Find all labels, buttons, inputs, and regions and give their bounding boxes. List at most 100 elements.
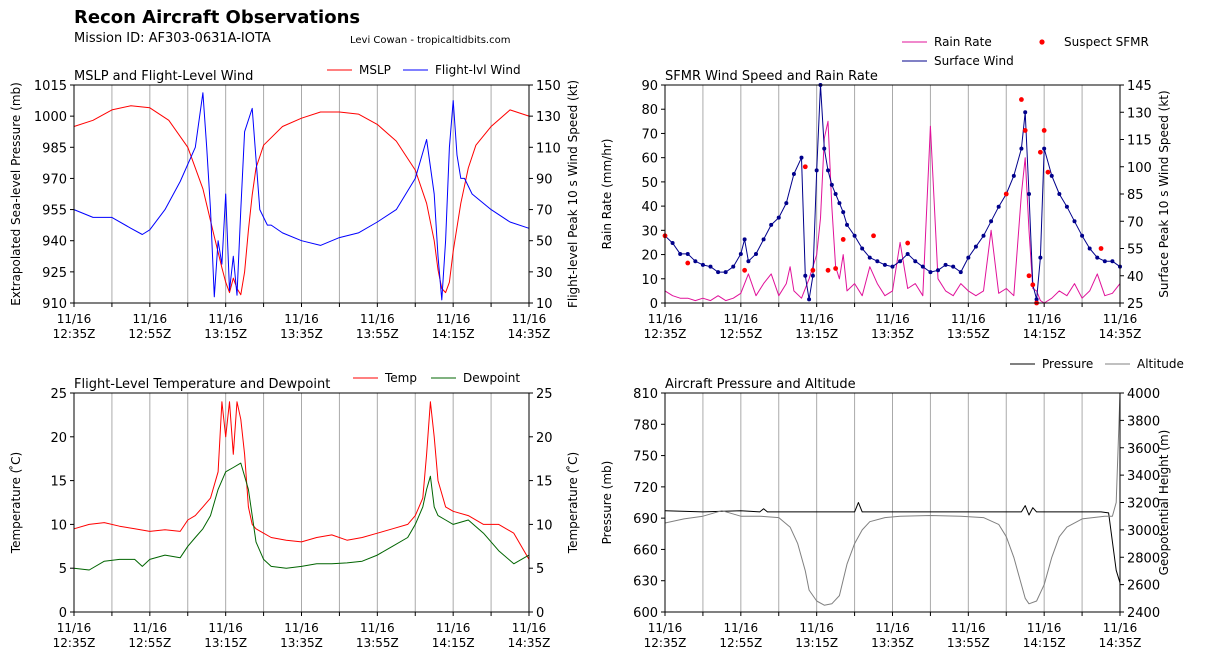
surface-wind-point	[693, 259, 698, 264]
y-tick-label-right: 115	[1127, 134, 1152, 149]
suspect-sfmr-point	[833, 266, 839, 271]
x-tick-label-date: 11/16	[57, 312, 92, 326]
surface-wind-point	[928, 270, 933, 275]
y-tick-label-right: 30	[536, 266, 553, 281]
y-tick-label-right: 50	[536, 235, 553, 250]
surface-wind-point	[973, 244, 978, 249]
surface-wind-point	[769, 222, 774, 227]
y-axis-label-right: Flight-level Peak 10 s Wind Speed (kt)	[566, 80, 580, 308]
surface-wind-point	[814, 168, 819, 173]
chart-sfmr-rain: 0 10 20 30 40 50 60 70 80 90 25 40 55 70 85 100 115 130 14…	[600, 35, 1171, 341]
y-tick-label: 10	[50, 518, 67, 533]
x-tick-label-date: 11/16	[875, 312, 910, 326]
suspect-sfmr-point	[1041, 128, 1047, 133]
y-tick-label: 80	[641, 103, 658, 118]
y-tick-label-right: 150	[536, 79, 561, 94]
x-tick-label-date: 11/16	[1027, 621, 1062, 635]
surface-wind-point	[670, 241, 675, 246]
x-tick-label-time: 13:35Z	[280, 327, 323, 341]
chart-temp-dewpoint: 0510152025051015202511/1612:35Z11/1612:5…	[8, 371, 580, 650]
y-tick-label-right: 70	[536, 204, 553, 219]
surface-wind-point	[920, 264, 925, 269]
x-tick-label-date: 11/16	[648, 621, 683, 635]
y-tick-label: 70	[641, 127, 658, 142]
suspect-sfmr-point	[1003, 191, 1009, 197]
surface-wind-point	[784, 201, 789, 206]
surface-wind-point	[905, 251, 910, 256]
y-tick-label: 1015	[34, 79, 67, 94]
y-tick-label: 970	[42, 172, 67, 187]
y-tick-label: 955	[42, 204, 67, 219]
y-axis-label-right: Geopotential Height (m)	[1157, 430, 1171, 576]
surface-wind-point	[966, 255, 971, 260]
surface-wind-point	[936, 268, 940, 273]
y-tick-label: 780	[633, 418, 658, 433]
y-tick-label-right: 4000	[1127, 387, 1160, 402]
y-tick-label: 910	[42, 297, 67, 312]
legend-label-mslp: MSLP	[359, 63, 391, 77]
x-tick-label-date: 11/16	[284, 621, 319, 635]
legend-label-flight-wind: Flight-lvl Wind	[435, 63, 521, 77]
y-tick-label: 985	[42, 141, 67, 156]
surface-wind-point	[1042, 146, 1047, 151]
x-tick-label-date: 11/16	[799, 312, 834, 326]
y-tick-label: 15	[50, 475, 67, 490]
y-tick-label: 940	[42, 235, 67, 250]
surface-wind-point	[845, 222, 849, 227]
chart-title: Flight-Level Temperature and Dewpoint	[74, 377, 330, 392]
x-tick-label-time: 12:55Z	[719, 327, 762, 341]
surface-wind-point	[981, 233, 986, 238]
suspect-sfmr-point	[840, 237, 846, 242]
y-tick-label-right: 10	[536, 297, 553, 312]
y-tick-label-right: 40	[1127, 270, 1144, 285]
surface-wind-point	[867, 255, 872, 260]
surface-wind-point	[829, 182, 834, 187]
x-tick-label-date: 11/16	[512, 312, 547, 326]
x-tick-label-time: 14:35Z	[508, 636, 551, 650]
x-tick-label-date: 11/16	[133, 312, 168, 326]
x-tick-label-time: 12:55Z	[128, 327, 171, 341]
chart-title: MSLP and Flight-Level Wind	[74, 69, 253, 84]
surface-wind-point	[754, 251, 758, 256]
surface-wind-point	[716, 270, 721, 275]
surface-wind-point	[882, 262, 887, 267]
chart-title: Aircraft Pressure and Altitude	[665, 377, 856, 392]
surface-wind-point	[1011, 173, 1016, 178]
y-tick-label-right: 130	[1127, 106, 1152, 121]
y-tick-label-right: 130	[536, 110, 561, 125]
surface-wind-point	[913, 259, 918, 264]
y-tick-label-right: 100	[1127, 161, 1152, 176]
legend-label-dewpoint: Dewpoint	[463, 371, 520, 385]
legend-label-temp: Temp	[384, 371, 417, 385]
surface-wind-point	[1049, 173, 1054, 178]
suspect-sfmr-point	[905, 240, 911, 246]
surface-wind-point	[1064, 204, 1069, 209]
x-tick-label-time: 13:35Z	[280, 636, 323, 650]
surface-wind-point	[723, 270, 728, 275]
y-tick-label: 40	[641, 200, 658, 215]
y-tick-label: 30	[641, 224, 658, 239]
x-tick-label-date: 11/16	[1103, 312, 1138, 326]
chart-title: SFMR Wind Speed and Rain Rate	[665, 69, 878, 84]
surface-wind-point	[678, 251, 683, 256]
y-tick-label-right: 3800	[1127, 414, 1160, 429]
suspect-sfmr-point	[1030, 282, 1036, 288]
y-tick-label: 750	[633, 450, 658, 465]
y-axis-label: Temperature ( ̊C)	[8, 452, 23, 554]
chart-mslp-wind: 9109259409559709851000101510305070901101…	[9, 63, 580, 341]
series-line-pressure	[664, 502, 1121, 583]
y-tick-label: 925	[42, 266, 67, 281]
x-tick-label-date: 11/16	[360, 621, 395, 635]
y-tick-label: 600	[633, 606, 658, 621]
x-tick-label-time: 14:15Z	[1023, 636, 1066, 650]
y-tick-label: 20	[50, 431, 67, 446]
y-tick-label: 660	[633, 543, 658, 558]
series-line-mslp	[73, 105, 530, 296]
x-tick-label-time: 12:35Z	[53, 636, 96, 650]
suspect-sfmr-point	[1022, 128, 1028, 133]
x-tick-label-time: 12:35Z	[644, 636, 687, 650]
y-tick-label: 720	[633, 481, 658, 496]
suspect-sfmr-point	[871, 233, 876, 239]
x-tick-label-date: 11/16	[951, 312, 986, 326]
y-tick-label: 20	[641, 249, 658, 264]
